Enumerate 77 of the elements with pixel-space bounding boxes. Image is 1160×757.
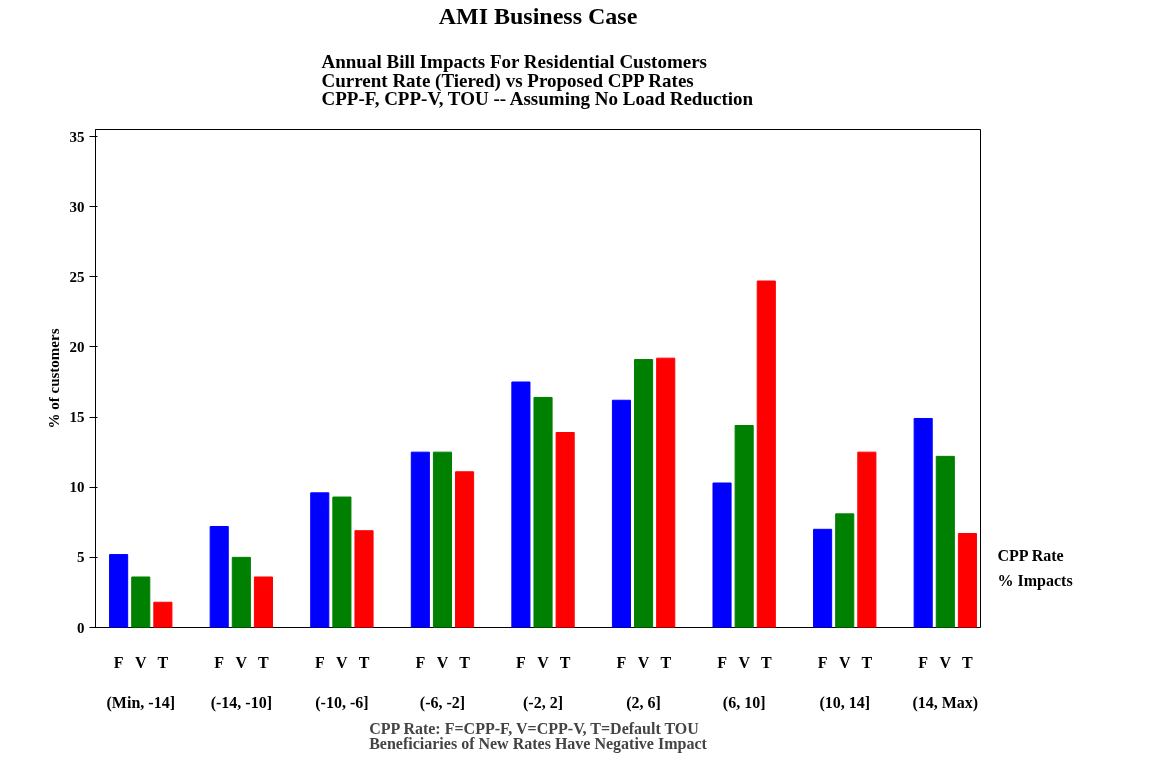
text: T [962,653,973,671]
text: F [918,653,929,671]
y-tick-label: 15 [69,409,85,426]
bar [634,359,654,628]
text: T [358,653,370,671]
series-label: F [113,653,124,671]
bar [109,554,129,628]
text: % Impacts [997,571,1073,590]
text: T [861,653,873,671]
text: CPP Rate [997,547,1064,565]
bar [656,357,676,628]
text: V [235,653,248,671]
text: V [939,653,952,671]
x-tick-label: (-14, -10] [210,693,272,712]
bar [835,513,855,628]
x-tick-label: (14, Max) [912,693,979,712]
bar [712,482,732,628]
text: V [537,653,549,671]
text: T [559,653,571,671]
y-tick-label: 20 [69,338,85,355]
text: V [436,653,449,671]
x-tick-label: (2, 6] [626,693,661,712]
y-tick-label: 35 [69,128,85,145]
bar [231,556,251,628]
text: V [336,653,348,671]
bar [410,451,430,628]
bar [857,451,877,628]
bar [131,576,151,628]
x-tick-label: (-10, -6] [315,693,369,712]
x-tick-label: (10, 14] [819,693,871,712]
bar [511,381,531,628]
text: F [415,653,426,671]
text: F [817,653,828,671]
text: F [214,653,225,671]
x-tick-label: (-2, 2] [523,693,564,712]
bar [913,417,933,628]
text: V [637,653,650,671]
text: V [838,653,851,671]
text: F [616,653,627,671]
chart-subtitle: Annual Bill Impacts For Residential Customers Current Rate (Tiered) vs Proposed CPP Rates CPP-F, CPP-V, TOU -- Assuming No Load Reduction [321,50,754,110]
bar [813,528,833,628]
text: T [258,653,269,671]
series-label: T [157,653,169,671]
bar [209,526,229,628]
y-axis-title: % of customers [45,328,62,429]
bar [332,496,352,628]
bar [455,471,475,628]
y-tick-label: 0 [77,619,85,636]
bar [533,396,553,628]
bar [611,399,632,628]
bar [935,455,955,628]
text: CPP Rate: F=CPP-F, V=CPP-V, T=Default TOU Beneficiaries of New Rates Have Negative Impact [369,720,708,754]
bar [153,601,173,628]
y-tick-label: 25 [69,268,85,285]
x-tick-label: (Min, -14] [106,693,175,712]
text: F [314,653,325,671]
bar [734,424,754,628]
text: V [738,653,750,671]
text: F [516,653,526,671]
text: F [717,653,727,671]
chart-title: AMI Business Case [438,2,638,29]
x-tick-label: (-6, -2] [419,693,466,712]
y-tick-label: 30 [69,198,85,215]
y-tick-label: 5 [77,549,85,566]
y-tick-label: 10 [69,479,85,496]
text: T [459,653,470,671]
bar [555,432,575,628]
bar [957,533,977,628]
series-label: V [134,653,147,671]
x-tick-label: (6, 10] [722,693,766,712]
text: T [660,653,672,671]
bar [310,492,330,628]
bar [354,530,374,628]
bar [253,576,273,628]
text: T [760,653,772,671]
bar [756,280,776,628]
bar [432,451,453,628]
